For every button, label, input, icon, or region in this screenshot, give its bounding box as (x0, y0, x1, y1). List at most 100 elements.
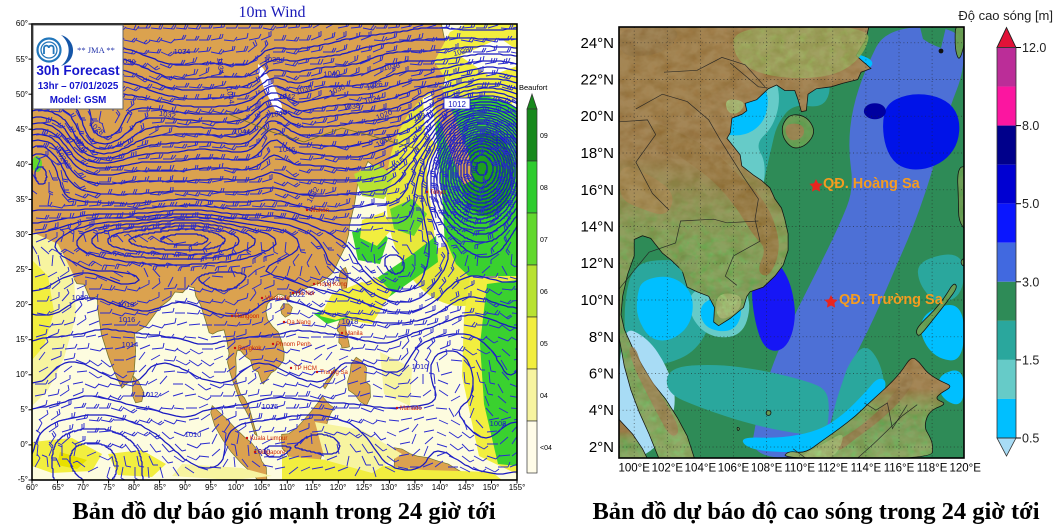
svg-text:5.0: 5.0 (1022, 197, 1039, 211)
svg-text:1016: 1016 (262, 402, 279, 411)
svg-text:Phnom Penh: Phnom Penh (276, 342, 311, 348)
svg-text:0.5: 0.5 (1022, 432, 1039, 446)
svg-text:1040: 1040 (270, 108, 288, 120)
svg-text:114°E: 114°E (851, 463, 882, 475)
svg-text:QĐ. Trường Sa: QĐ. Trường Sa (839, 292, 944, 308)
svg-text:150°: 150° (483, 483, 500, 492)
svg-text:13hr – 07/01/2025: 13hr – 07/01/2025 (38, 81, 119, 92)
svg-text:1012: 1012 (448, 100, 466, 109)
svg-text:Độ cao sóng [m]: Độ cao sóng [m] (958, 8, 1053, 23)
svg-text:65°: 65° (52, 483, 64, 492)
svg-text:60°: 60° (26, 483, 38, 492)
svg-text:5°: 5° (20, 405, 28, 414)
svg-text:1038: 1038 (264, 55, 281, 64)
svg-text:Bản đồ dự báo gió mạnh trong 2: Bản đồ dự báo gió mạnh trong 24 giờ tới (72, 498, 495, 525)
svg-text:** JMA **: ** JMA ** (77, 45, 115, 55)
svg-text:1010: 1010 (254, 447, 271, 456)
svg-text:10m Wind: 10m Wind (238, 4, 305, 21)
svg-text:Rangoon: Rangoon (235, 314, 259, 320)
svg-text:60°: 60° (16, 19, 28, 28)
svg-text:55°: 55° (16, 55, 28, 64)
svg-text:Bangkok: Bangkok (238, 346, 262, 352)
svg-text:Ha Noi: Ha Noi (296, 291, 314, 297)
svg-text:104°E: 104°E (685, 463, 717, 475)
svg-text:120°E: 120°E (949, 463, 981, 475)
svg-text:112°E: 112°E (817, 463, 848, 475)
svg-text:1046: 1046 (279, 145, 296, 154)
svg-text:Manila: Manila (345, 331, 363, 337)
svg-text:2°N: 2°N (589, 439, 614, 456)
svg-text:05: 05 (540, 341, 548, 348)
svg-text:1034: 1034 (412, 110, 430, 123)
svg-text:100°E: 100°E (618, 463, 650, 475)
svg-text:30h Forecast: 30h Forecast (36, 63, 120, 78)
svg-text:50°: 50° (16, 90, 28, 99)
svg-text:Da Nang: Da Nang (287, 320, 311, 326)
svg-text:Vientiane: Vientiane (265, 296, 291, 302)
svg-text:Manado: Manado (400, 406, 422, 412)
svg-text:85°: 85° (154, 483, 166, 492)
svg-text:6°N: 6°N (589, 366, 614, 383)
svg-text:130°: 130° (381, 483, 398, 492)
svg-text:1016: 1016 (119, 315, 136, 324)
svg-text:95°: 95° (205, 483, 217, 492)
svg-text:14°N: 14°N (580, 219, 614, 236)
svg-text:90°: 90° (179, 483, 191, 492)
svg-text:Model: GSM: Model: GSM (50, 95, 107, 106)
svg-text:25°: 25° (16, 265, 28, 274)
svg-text:75°: 75° (103, 483, 115, 492)
svg-text:Hong Kong: Hong Kong (317, 282, 347, 288)
svg-text:145°: 145° (458, 483, 475, 492)
svg-text:108°E: 108°E (751, 463, 783, 475)
svg-text:155°: 155° (509, 483, 526, 492)
svg-text:20°N: 20°N (580, 108, 614, 125)
svg-text:996: 996 (461, 202, 474, 217)
svg-text:4°N: 4°N (589, 402, 614, 419)
svg-text:110°E: 110°E (784, 463, 815, 475)
svg-text:1038: 1038 (343, 101, 361, 112)
svg-text:35°: 35° (16, 195, 28, 204)
svg-text:1018: 1018 (118, 300, 135, 309)
svg-text:1034: 1034 (174, 47, 191, 56)
svg-text:1032: 1032 (158, 109, 176, 121)
svg-text:40°: 40° (16, 160, 28, 169)
svg-text:TP HCM: TP HCM (294, 366, 317, 372)
svg-text:110°: 110° (279, 483, 295, 492)
svg-text:18°N: 18°N (580, 145, 614, 162)
svg-text:Kuala Lumpur: Kuala Lumpur (250, 436, 287, 442)
svg-text:100°: 100° (228, 483, 245, 492)
svg-text:22°N: 22°N (580, 72, 614, 89)
svg-text:0°: 0° (20, 440, 28, 449)
svg-text:10°: 10° (16, 370, 28, 379)
svg-text:8°N: 8°N (589, 329, 614, 346)
svg-text:Truong Sa: Truong Sa (320, 370, 348, 376)
svg-text:1042: 1042 (279, 92, 296, 101)
svg-text:984: 984 (470, 161, 481, 175)
svg-text:1028: 1028 (452, 45, 470, 58)
svg-text:12.0: 12.0 (1022, 41, 1046, 55)
svg-text:1010: 1010 (185, 430, 202, 439)
svg-text:10°N: 10°N (580, 292, 614, 309)
svg-text:1022: 1022 (289, 290, 306, 299)
svg-text:30°: 30° (16, 230, 28, 239)
svg-text:106°E: 106°E (718, 463, 750, 475)
svg-text:102°E: 102°E (652, 463, 684, 475)
svg-text:24°N: 24°N (580, 35, 614, 52)
svg-text:07: 07 (540, 237, 548, 244)
svg-text:Bản đồ dự báo độ cao sóng tron: Bản đồ dự báo độ cao sóng trong 24 giờ t… (592, 498, 1039, 525)
svg-text:20°: 20° (16, 300, 28, 309)
svg-text:12°N: 12°N (580, 255, 614, 272)
svg-text:<04: <04 (540, 445, 552, 452)
svg-text:140°: 140° (432, 483, 449, 492)
svg-text:70°: 70° (77, 483, 89, 492)
svg-text:105°: 105° (254, 483, 271, 492)
svg-text:Beaufort: Beaufort (519, 83, 548, 92)
svg-text:09: 09 (540, 133, 548, 140)
svg-text:1014: 1014 (122, 340, 139, 349)
svg-text:1020: 1020 (72, 293, 89, 302)
svg-text:1.5: 1.5 (1022, 353, 1039, 367)
svg-text:Singapore: Singapore (258, 450, 286, 456)
svg-text:125°: 125° (356, 483, 373, 492)
svg-text:08: 08 (540, 185, 548, 192)
svg-text:1018: 1018 (342, 317, 359, 326)
